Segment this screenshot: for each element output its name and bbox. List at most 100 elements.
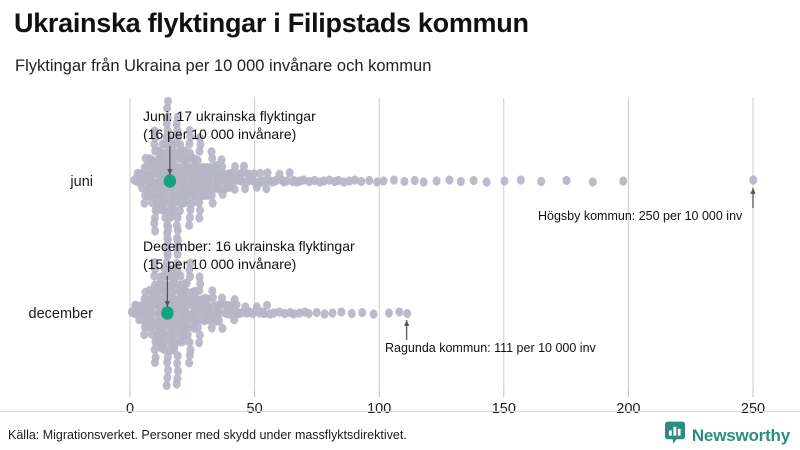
swarm-dot (365, 175, 374, 186)
swarm-dot (263, 168, 272, 178)
swarm-dot (163, 126, 172, 136)
swarm-dot (140, 198, 149, 208)
swarm-dot (469, 175, 478, 186)
swarm-dot (140, 330, 149, 340)
swarm-dot (173, 225, 182, 235)
annotation-ragunda: Ragunda kommun: 111 per 10 000 inv (385, 341, 597, 355)
annotation-december-line2: (15 per 10 000 invånare) (143, 256, 296, 272)
swarm-dot (395, 307, 404, 317)
swarm-dot (164, 96, 173, 106)
swarm-dot (195, 133, 204, 143)
swarm-dot (562, 175, 571, 186)
swarm-dot (537, 176, 546, 187)
annotation-hogsby: Högsby kommun: 250 per 10 000 inv (538, 209, 743, 223)
swarm-dot (403, 308, 412, 319)
highlight-dots-group (161, 174, 177, 320)
swarm-dot (196, 279, 205, 289)
swarm-dot (151, 264, 160, 274)
swarm-dot (516, 175, 525, 185)
swarm-dot (215, 316, 224, 326)
swarm-dot (186, 271, 195, 282)
swarm-dot (165, 133, 174, 143)
swarm-dot (173, 351, 182, 361)
annotation-arrows-group (164, 146, 756, 340)
swarm-dot (249, 169, 258, 179)
gridlines-group (129, 98, 754, 397)
source-note: Källa: Migrationsverket. Personer med sk… (8, 428, 407, 442)
swarm-dot (208, 198, 217, 208)
swarm-dot (232, 300, 241, 310)
swarm-dot (260, 308, 269, 319)
swarm-dot (193, 322, 202, 332)
swarm-dot (173, 112, 182, 122)
swarm-dot (163, 373, 172, 383)
swarm-dot (163, 112, 172, 122)
swarm-dot (207, 190, 216, 200)
swarm-dot (347, 308, 356, 319)
swarm-dot (162, 244, 171, 254)
swarm-dot (312, 307, 321, 318)
swarm-dot (185, 337, 194, 347)
swarm-dot (150, 357, 159, 367)
swarm-dot (619, 176, 628, 186)
swarm-dot (196, 139, 205, 150)
swarm-dot (185, 126, 194, 136)
swarm-dot (230, 315, 239, 325)
swarm-dot (588, 177, 597, 187)
swarm-dot (164, 365, 173, 375)
swarm-dot (150, 126, 159, 136)
swarm-dot (173, 249, 182, 259)
swarm-dot (173, 126, 182, 136)
swarm-dot (337, 307, 346, 317)
footer-divider (0, 411, 800, 412)
arrow-juni-highlight-head (167, 169, 173, 175)
swarm-dot (456, 176, 465, 187)
swarm-row-juni (130, 96, 758, 259)
highlight-dot-juni[interactable] (163, 174, 177, 188)
swarm-dot (188, 198, 197, 208)
x-tick-label: 50 (247, 401, 263, 417)
swarm-dot (208, 293, 217, 303)
swarm-dot (445, 175, 454, 185)
arrow-ragunda-head (404, 320, 410, 326)
swarm-dot (173, 236, 182, 246)
swarm-dot (182, 278, 191, 288)
swarm-dot (282, 176, 291, 186)
swarm-dot (151, 226, 160, 236)
annotation-juni-line2: (16 per 10 000 invånare) (143, 126, 296, 142)
swarm-dot (195, 330, 204, 340)
swarm-dot (384, 308, 393, 318)
x-tick-label: 150 (492, 401, 516, 417)
x-axis-ticks: 0 50 100 150 200 250 (126, 401, 765, 417)
swarm-dot (183, 330, 192, 340)
swarm-dot (263, 300, 272, 310)
swarm-dot (151, 133, 160, 143)
swarm-dot (231, 162, 240, 172)
highlight-dot-december[interactable] (161, 306, 174, 320)
page-title: Ukrainska flyktingar i Filipstads kommun (14, 8, 529, 38)
swarm-dot (410, 175, 419, 186)
newsworthy-logo[interactable]: Newsworthy (664, 421, 790, 450)
annotation-juni-line1: Juni: 17 ukrainska flyktingar (143, 108, 316, 124)
x-tick-label: 0 (126, 401, 134, 417)
swarm-dot (174, 132, 183, 142)
bar-chart-badge-icon (664, 421, 686, 450)
swarm-dot (208, 153, 217, 163)
swarm-dot (172, 379, 181, 389)
swarm-dot (389, 175, 398, 185)
swarm-dot (150, 258, 159, 268)
swarm-dot (358, 307, 367, 318)
swarm-dot (185, 358, 194, 368)
swarm-dot (170, 343, 179, 353)
swarm-dot (186, 258, 195, 268)
swarm-dot (172, 259, 181, 269)
swarm-dot (400, 176, 409, 187)
swarm-dot (432, 176, 441, 186)
swarm-dot (218, 162, 227, 172)
page-subtitle: Flyktingar från Ukraina per 10 000 invån… (15, 57, 432, 75)
swarm-dot (150, 344, 159, 355)
swarm-dot (357, 176, 366, 187)
swarm-dot (185, 220, 194, 230)
